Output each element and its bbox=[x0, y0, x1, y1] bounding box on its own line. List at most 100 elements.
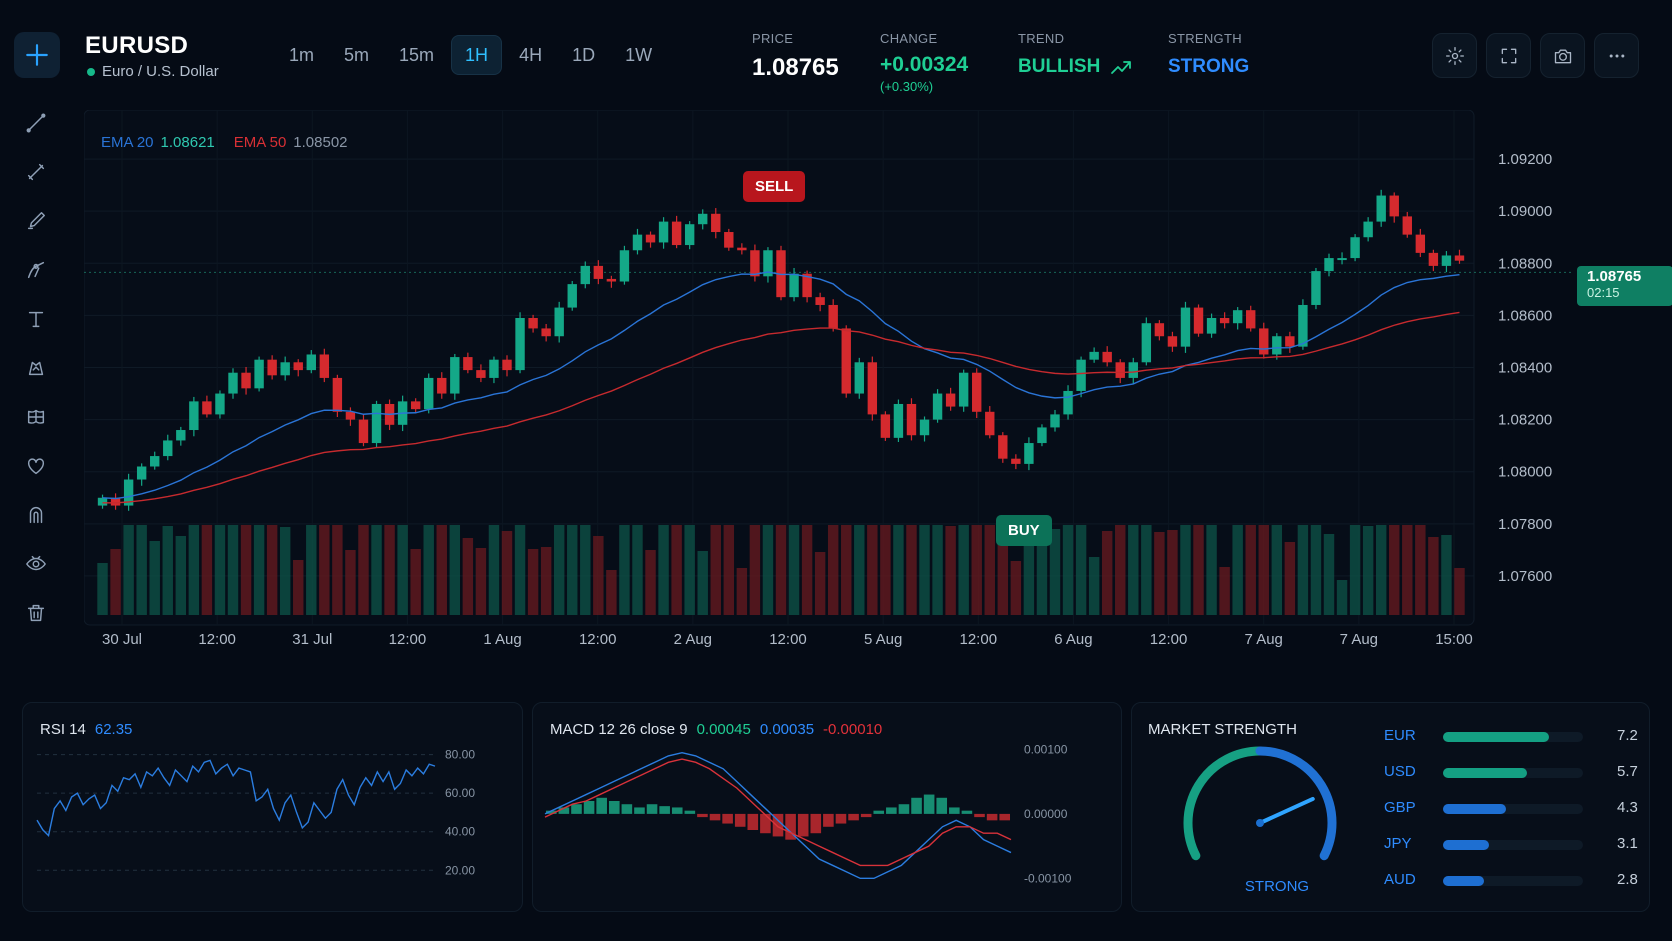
histogram-bar bbox=[986, 813, 998, 821]
timeframe-1w[interactable]: 1W bbox=[625, 44, 653, 65]
volume-bar bbox=[762, 525, 774, 615]
volume-bar bbox=[593, 536, 604, 615]
volume-bar bbox=[201, 525, 213, 615]
candle-body bbox=[1350, 237, 1360, 259]
x-tick-label: 12:00 bbox=[389, 631, 427, 648]
timeframe-1h[interactable]: 1H bbox=[451, 35, 503, 75]
trendline-icon[interactable] bbox=[16, 103, 56, 143]
volume-bar bbox=[553, 525, 565, 615]
ray-icon[interactable] bbox=[16, 152, 56, 192]
heart-icon[interactable] bbox=[16, 446, 56, 486]
timeframe-1d[interactable]: 1D bbox=[572, 44, 596, 65]
volume-bar bbox=[1389, 525, 1400, 615]
measure-icon[interactable] bbox=[16, 348, 56, 388]
candle-body bbox=[254, 359, 264, 389]
volume-bar bbox=[423, 525, 434, 615]
volume-bar bbox=[1271, 525, 1283, 615]
trash-icon[interactable] bbox=[16, 593, 56, 633]
current-price-value: 1.08765 bbox=[1587, 268, 1642, 285]
candle-body bbox=[1141, 323, 1152, 363]
y-tick-label: 80.00 bbox=[445, 748, 475, 762]
currency-value: 2.8 bbox=[1617, 871, 1638, 888]
candle-body bbox=[1063, 390, 1073, 415]
magnet-icon[interactable] bbox=[16, 495, 56, 535]
candle-body bbox=[880, 414, 891, 438]
volume-bar bbox=[332, 525, 343, 615]
projection-icon[interactable] bbox=[16, 397, 56, 437]
ema20-label: EMA 20 bbox=[101, 134, 154, 151]
fullscreen-button[interactable] bbox=[1486, 33, 1531, 78]
histogram-bar bbox=[961, 810, 973, 814]
volume-bar bbox=[1115, 525, 1126, 615]
histogram-bar bbox=[898, 804, 910, 814]
text-icon[interactable] bbox=[16, 299, 56, 339]
volume-bar bbox=[488, 525, 500, 615]
volume-bar bbox=[958, 525, 969, 615]
volume-bar bbox=[1101, 531, 1113, 615]
ema50-label: EMA 50 bbox=[233, 134, 287, 151]
y-tick-label: 1.08200 bbox=[1498, 412, 1552, 429]
x-tick-label: 2 Aug bbox=[674, 631, 712, 648]
histogram-bar bbox=[810, 813, 822, 834]
candle-body bbox=[554, 307, 564, 337]
candle-body bbox=[241, 372, 251, 389]
volume-bar bbox=[214, 525, 226, 615]
timeframe-4h[interactable]: 4H bbox=[519, 44, 543, 65]
volume-bar bbox=[540, 547, 552, 615]
rsi-chart[interactable]: 80.00 60.00 40.00 20.00 bbox=[23, 703, 524, 913]
candle-body bbox=[450, 357, 460, 394]
volume-bar bbox=[1141, 525, 1152, 615]
eye-icon[interactable] bbox=[16, 544, 56, 584]
candle-body bbox=[815, 297, 825, 305]
plus-icon[interactable] bbox=[14, 32, 60, 78]
symbol-name[interactable]: EURUSD bbox=[85, 32, 189, 59]
settings-button[interactable] bbox=[1432, 33, 1477, 78]
sell-signal[interactable]: SELL bbox=[743, 171, 806, 202]
candle-body bbox=[1089, 351, 1099, 360]
currency-row-jpy: JPY 3.1 bbox=[1384, 835, 1644, 853]
macd-title: MACD 12 26 close 9 bbox=[550, 721, 688, 738]
candle-body bbox=[293, 362, 303, 371]
candle-body bbox=[1415, 234, 1426, 253]
screenshot-button[interactable] bbox=[1540, 33, 1585, 78]
pattern-icon[interactable] bbox=[16, 250, 56, 290]
volume-bar bbox=[723, 525, 735, 615]
symbol-description-text: Euro / U.S. Dollar bbox=[102, 63, 219, 80]
gauge-arc-low bbox=[1183, 746, 1265, 861]
currency-value: 4.3 bbox=[1617, 799, 1638, 816]
y-tick-label: -0.00100 bbox=[1024, 871, 1072, 885]
change-stat: CHANGE +0.00324 (+0.30%) bbox=[880, 31, 968, 94]
candle-body bbox=[371, 403, 382, 444]
ema20-line bbox=[102, 271, 1460, 500]
x-tick-label: 6 Aug bbox=[1054, 631, 1092, 648]
candle-body bbox=[945, 393, 956, 407]
histogram-bar bbox=[659, 806, 670, 814]
price-chart[interactable]: 1.09200 1.09000 1.08800 1.08600 1.08400 1.082… bbox=[84, 110, 1576, 690]
more-button[interactable] bbox=[1594, 33, 1639, 78]
volume-bar bbox=[1049, 529, 1061, 615]
volume-bar bbox=[1323, 534, 1335, 615]
timeframe-1m[interactable]: 1m bbox=[289, 44, 315, 65]
volume-bar bbox=[1297, 525, 1309, 615]
rsi-line bbox=[36, 759, 436, 837]
volume-bar bbox=[123, 525, 134, 615]
volume-bar bbox=[1167, 530, 1178, 615]
macd-chart[interactable]: 0.00100 0.00000 -0.00100 bbox=[533, 703, 1123, 913]
candle-body bbox=[1011, 458, 1021, 464]
volume-bar bbox=[567, 525, 578, 615]
more-icon bbox=[1609, 54, 1624, 57]
volume-bar bbox=[371, 525, 382, 615]
timeframe-15m[interactable]: 15m bbox=[399, 44, 435, 65]
timeframe-5m[interactable]: 5m bbox=[344, 44, 370, 65]
candle-body bbox=[332, 377, 343, 412]
candle-body bbox=[489, 359, 499, 378]
volume-bar bbox=[266, 525, 278, 615]
candle-body bbox=[958, 372, 969, 407]
volume-bar bbox=[345, 550, 356, 615]
candle-body bbox=[1219, 318, 1230, 324]
buy-signal[interactable]: BUY bbox=[996, 515, 1052, 546]
candle-body bbox=[1037, 427, 1047, 444]
candle-body bbox=[1076, 359, 1086, 391]
volume-bar bbox=[306, 525, 317, 615]
brush-icon[interactable] bbox=[16, 201, 56, 241]
